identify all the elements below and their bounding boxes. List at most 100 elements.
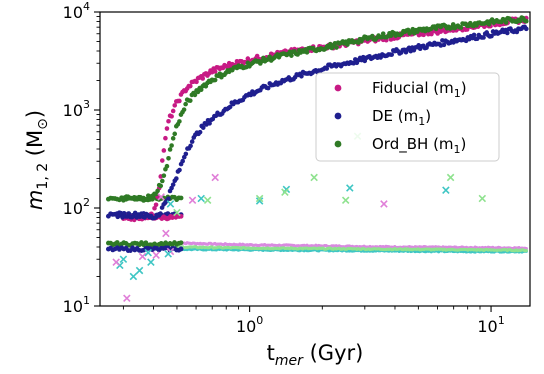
- y-axis-label-main: m: [23, 190, 47, 210]
- data-point: [324, 66, 330, 71]
- series-ord-bh-m1-: [121, 15, 529, 203]
- data-point: [155, 188, 160, 194]
- y-axis-label-rest: (M: [23, 130, 47, 163]
- y-tick-label: 104: [63, 0, 90, 22]
- legend-label-fiducial: Fiducial (m1): [372, 79, 467, 100]
- data-point: [189, 139, 195, 144]
- data-point: [183, 101, 188, 107]
- x-marker: [197, 194, 205, 203]
- data-point: [153, 202, 159, 208]
- y-tick-label: 101: [63, 294, 90, 316]
- y-tick-label: 103: [63, 98, 90, 120]
- data-point: [170, 136, 176, 141]
- x-markers: [112, 132, 487, 303]
- data-point: [299, 74, 304, 79]
- data-point: [181, 107, 187, 112]
- plot-frame: [99, 11, 531, 307]
- x-marker: [164, 250, 172, 258]
- y-axis-label-sub: 1, 2: [35, 163, 51, 190]
- x-marker: [446, 173, 455, 182]
- x-marker: [119, 255, 128, 264]
- data-point: [505, 30, 510, 36]
- data-point: [159, 178, 165, 184]
- x-marker: [255, 194, 264, 203]
- x-marker: [135, 266, 144, 275]
- data-point: [159, 158, 165, 163]
- data-point: [187, 98, 193, 103]
- data-point: [489, 33, 494, 39]
- data-point: [194, 79, 199, 85]
- data-point: [389, 52, 395, 57]
- legend-box: [315, 72, 500, 162]
- data-point: [174, 176, 179, 181]
- data-point: [158, 211, 163, 216]
- x-marker: [203, 196, 212, 205]
- data-point: [304, 50, 310, 55]
- x-marker: [162, 229, 170, 238]
- data-point: [464, 27, 470, 32]
- series-de-m1-: [113, 24, 529, 221]
- data-point: [164, 163, 170, 169]
- x-marker: [281, 188, 289, 196]
- data-point: [481, 35, 486, 40]
- data-point: [227, 104, 233, 110]
- data-point: [334, 45, 339, 50]
- data-point: [471, 32, 477, 38]
- data-point: [503, 20, 509, 25]
- data-point: [458, 25, 464, 30]
- data-point: [158, 183, 164, 189]
- x-marker: [310, 173, 318, 182]
- x-axis-label-main: t: [267, 341, 275, 365]
- data-point: [177, 119, 182, 124]
- data-point: [164, 126, 170, 131]
- x-tick-label: 100: [236, 314, 263, 336]
- series-ord-bh-m2-: [175, 244, 528, 253]
- legend: Fiducial (m1) DE (m1) Ord_BH (m1): [315, 72, 500, 162]
- data-point: [212, 77, 218, 83]
- data-point: [166, 156, 171, 161]
- data-point: [212, 69, 218, 74]
- data-point: [188, 143, 193, 149]
- data-point: [172, 103, 178, 108]
- x-marker: [478, 194, 487, 203]
- legend-marker-de: [334, 112, 342, 120]
- data-point: [388, 33, 394, 39]
- x-axis-label: tmer (Gyr): [267, 341, 364, 369]
- plot-area: 100 101 101 102 103 104: [63, 0, 531, 336]
- legend-marker-ord-bh: [334, 140, 342, 148]
- data-point: [178, 240, 184, 246]
- x-marker: [123, 294, 131, 303]
- data-point: [178, 195, 184, 201]
- data-point: [166, 118, 171, 124]
- data-point: [161, 148, 167, 153]
- legend-label-de: DE (m1): [372, 107, 431, 128]
- x-marker: [173, 208, 181, 217]
- x-marker: [147, 258, 155, 266]
- data-point: [524, 248, 528, 253]
- data-point: [180, 158, 185, 164]
- data-point: [169, 185, 174, 191]
- y-axis-label: m1, 2 (M⊙): [23, 110, 51, 210]
- data-point: [183, 151, 189, 157]
- data-point: [169, 143, 174, 148]
- data-point: [170, 182, 176, 187]
- x-marker: [144, 248, 152, 257]
- x-marker: [166, 200, 175, 208]
- data-point: [370, 33, 375, 39]
- x-marker: [341, 196, 350, 205]
- data-point: [524, 26, 529, 32]
- x-axis-label-sub: mer: [275, 353, 304, 369]
- x-marker: [442, 186, 450, 194]
- x-marker: [157, 193, 165, 201]
- data-point: [152, 205, 157, 211]
- y-axis-label-sun: ⊙: [35, 118, 51, 130]
- data-point: [200, 76, 206, 81]
- data-point: [380, 31, 386, 36]
- data-point: [207, 121, 212, 126]
- data-point: [345, 42, 350, 47]
- data-point: [170, 108, 176, 114]
- x-marker: [255, 197, 264, 205]
- y-axis-label-close: ): [23, 110, 47, 118]
- x-marker: [188, 196, 197, 205]
